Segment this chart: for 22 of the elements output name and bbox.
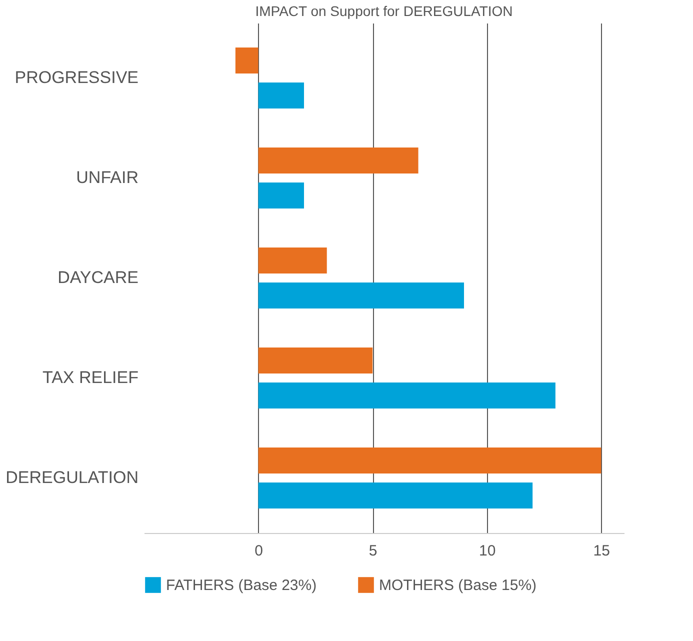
legend-label: FATHERS (Base 23%) xyxy=(166,577,317,594)
x-tick-label: 5 xyxy=(368,542,378,560)
y-tick-label: TAX RELIEF xyxy=(42,368,138,387)
y-tick-label: PROGRESSIVE xyxy=(14,68,138,87)
bar xyxy=(258,282,464,308)
bar xyxy=(258,382,556,408)
bar xyxy=(258,148,418,174)
legend-label: MOTHERS (Base 15%) xyxy=(379,577,537,594)
x-tick-label: 10 xyxy=(479,542,496,560)
chart-title: IMPACT on Support for DEREGULATION xyxy=(255,3,513,19)
y-tick-label: UNFAIR xyxy=(76,168,138,187)
y-tick-label: DAYCARE xyxy=(58,268,138,287)
bar xyxy=(258,82,304,108)
bar xyxy=(258,348,373,374)
x-tick-label: 15 xyxy=(593,542,610,560)
x-tick-label: 0 xyxy=(254,542,263,560)
y-tick-label: DEREGULATION xyxy=(6,468,138,487)
bar xyxy=(258,182,304,208)
bar xyxy=(258,448,602,474)
bar xyxy=(258,248,327,274)
bar xyxy=(235,48,258,74)
bar xyxy=(258,482,533,508)
